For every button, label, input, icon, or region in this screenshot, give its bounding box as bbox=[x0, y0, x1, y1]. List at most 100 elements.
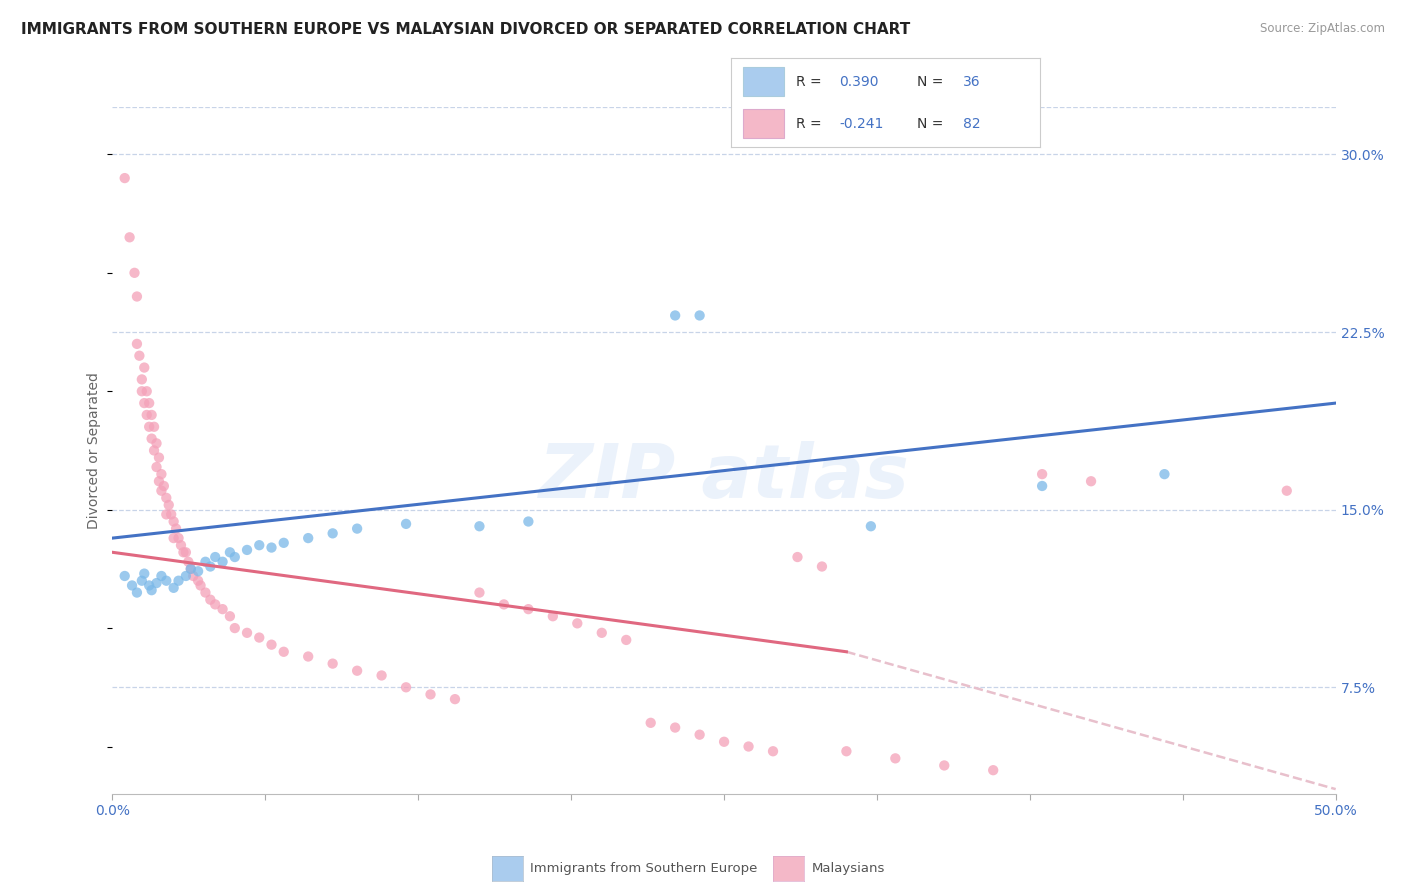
Text: N =: N = bbox=[917, 117, 943, 130]
Point bbox=[236, 625, 259, 640]
Text: IMMIGRANTS FROM SOUTHERN EUROPE VS MALAYSIAN DIVORCED OR SEPARATED CORRELATION C: IMMIGRANTS FROM SOUTHERN EUROPE VS MALAY… bbox=[21, 22, 910, 37]
Point bbox=[155, 574, 177, 588]
Point bbox=[167, 574, 190, 588]
Point bbox=[174, 569, 197, 583]
Point bbox=[224, 621, 246, 635]
Point bbox=[135, 408, 157, 422]
Point bbox=[124, 266, 146, 280]
Point bbox=[468, 585, 491, 599]
Point bbox=[131, 384, 153, 399]
Text: ZIP atlas: ZIP atlas bbox=[538, 442, 910, 515]
Text: 0.390: 0.390 bbox=[839, 75, 879, 88]
Point bbox=[346, 664, 368, 678]
Point bbox=[1153, 467, 1175, 482]
Point bbox=[155, 491, 177, 505]
Point bbox=[297, 531, 319, 545]
Point bbox=[194, 555, 217, 569]
Text: Malaysians: Malaysians bbox=[811, 863, 884, 875]
Point bbox=[419, 687, 441, 701]
Point bbox=[181, 569, 204, 583]
Point bbox=[640, 715, 662, 730]
Text: Immigrants from Southern Europe: Immigrants from Southern Europe bbox=[530, 863, 758, 875]
Point bbox=[1031, 467, 1053, 482]
Point bbox=[811, 559, 834, 574]
Point bbox=[145, 436, 167, 450]
Point bbox=[859, 519, 882, 533]
Point bbox=[934, 758, 956, 772]
Point bbox=[157, 498, 180, 512]
Point bbox=[884, 751, 907, 765]
Point bbox=[247, 631, 270, 645]
Point bbox=[200, 559, 222, 574]
Point bbox=[138, 396, 160, 410]
Point bbox=[134, 360, 156, 375]
Point bbox=[165, 522, 187, 536]
Point bbox=[163, 581, 186, 595]
Text: -0.241: -0.241 bbox=[839, 117, 884, 130]
Point bbox=[148, 450, 170, 465]
Point bbox=[138, 419, 160, 434]
Point bbox=[444, 692, 467, 706]
Point bbox=[141, 432, 163, 446]
Point bbox=[170, 538, 193, 552]
Point bbox=[145, 460, 167, 475]
Point bbox=[517, 602, 540, 616]
Point bbox=[138, 578, 160, 592]
Point bbox=[468, 519, 491, 533]
Point bbox=[273, 536, 295, 550]
Point bbox=[194, 585, 217, 599]
Point bbox=[143, 443, 166, 458]
Point bbox=[737, 739, 759, 754]
Point bbox=[224, 549, 246, 564]
Point bbox=[236, 543, 259, 558]
Point bbox=[148, 475, 170, 489]
Point bbox=[322, 526, 344, 541]
Point bbox=[143, 419, 166, 434]
Point bbox=[121, 578, 143, 592]
Point bbox=[180, 562, 202, 576]
Point bbox=[1275, 483, 1298, 498]
Point bbox=[125, 337, 148, 351]
Point bbox=[689, 309, 711, 323]
Point bbox=[981, 763, 1004, 777]
Point bbox=[150, 467, 173, 482]
Point bbox=[145, 576, 167, 591]
Point bbox=[200, 592, 222, 607]
Point bbox=[219, 609, 242, 624]
Point bbox=[172, 545, 194, 559]
Point bbox=[153, 479, 176, 493]
Point bbox=[160, 508, 183, 522]
Point bbox=[1080, 475, 1102, 489]
Point bbox=[260, 541, 283, 555]
Point bbox=[395, 681, 418, 695]
Text: 36: 36 bbox=[963, 75, 981, 88]
Bar bbox=[744, 67, 783, 96]
Point bbox=[125, 289, 148, 303]
Point bbox=[134, 566, 156, 581]
Point bbox=[135, 384, 157, 399]
Point bbox=[273, 645, 295, 659]
Point bbox=[114, 171, 136, 186]
Point bbox=[370, 668, 392, 682]
Point bbox=[163, 515, 186, 529]
Point bbox=[150, 569, 173, 583]
Point bbox=[713, 735, 735, 749]
Point bbox=[1031, 479, 1053, 493]
Point bbox=[541, 609, 564, 624]
Point bbox=[260, 638, 283, 652]
Text: Source: ZipAtlas.com: Source: ZipAtlas.com bbox=[1260, 22, 1385, 36]
Point bbox=[835, 744, 858, 758]
Point bbox=[211, 555, 233, 569]
Point bbox=[141, 583, 163, 598]
Point bbox=[664, 309, 686, 323]
Point bbox=[114, 569, 136, 583]
Text: N =: N = bbox=[917, 75, 943, 88]
Point bbox=[118, 230, 141, 244]
Point bbox=[163, 531, 186, 545]
Point bbox=[134, 396, 156, 410]
Point bbox=[190, 578, 212, 592]
Point bbox=[128, 349, 150, 363]
Point bbox=[395, 516, 418, 531]
Point bbox=[211, 602, 233, 616]
Point bbox=[204, 549, 226, 564]
